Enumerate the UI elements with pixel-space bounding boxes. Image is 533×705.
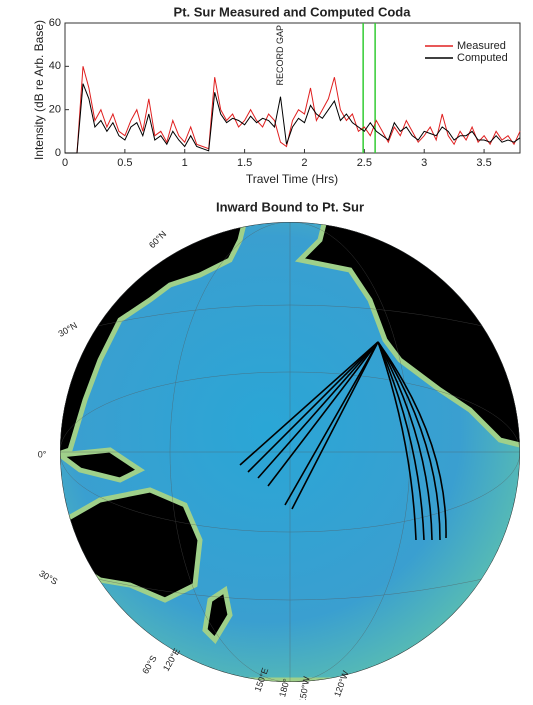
graticule-label: 60°N [147,229,168,250]
annotation: RECORD GAP [275,25,285,86]
graticule-label: 30°N [56,320,78,339]
graticule [60,222,520,682]
y-tick-label: 40 [49,60,61,72]
y-axis-label: Intensity (dB re Arb. Base) [32,20,46,160]
plot-area: 0 0.5 1 1.5 2 2.5 3 3.5 0 20 40 60 RECORD GAP Measure… [49,17,521,169]
x-tick-label: 2.5 [357,157,372,169]
x-tick-label: 0 [62,157,68,169]
graticule-label: 180° [277,677,292,698]
x-tick-label: 2 [301,157,307,169]
chart-title: Pt. Sur Measured and Computed Coda [174,4,412,19]
y-tick-label: 60 [49,17,61,29]
legend-label: Measured [457,40,506,52]
graticule-label: 0° [38,449,47,459]
series-line [65,66,521,154]
x-tick-label: 3 [421,157,427,169]
graticule-label: 120°E [161,647,182,673]
x-axis-label: Travel Time (Hrs) [246,172,338,186]
x-tick-label: 1 [182,157,188,169]
plot-frame [64,22,521,154]
x-tick-label: 0.5 [117,157,132,169]
legend-label: Computed [457,52,508,64]
graticule-label: 30°S [37,568,59,586]
y-tick-label: 0 [55,147,61,159]
series-line [65,83,521,154]
graticule-label: 150°W [297,675,312,700]
map-title: Inward Bound to Pt. Sur [216,199,364,214]
y-tick-label: 20 [49,104,61,116]
rays [239,341,447,541]
map [60,222,520,682]
graticule-label: 60°S [140,654,158,676]
x-tick-label: 1.5 [237,157,252,169]
x-tick-label: 3.5 [476,157,491,169]
